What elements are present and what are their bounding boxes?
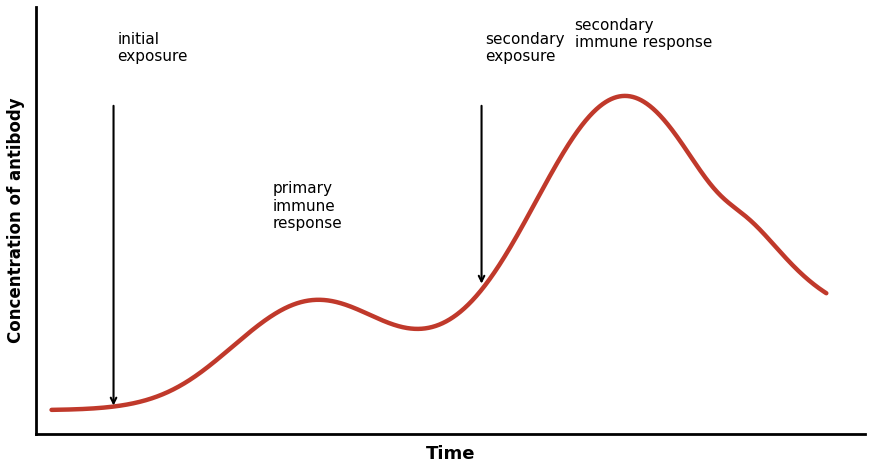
Text: secondary
exposure: secondary exposure [486,32,565,64]
Text: primary
immune
response: primary immune response [272,181,342,231]
Text: initial
exposure: initial exposure [118,32,187,64]
X-axis label: Time: Time [426,445,475,463]
Y-axis label: Concentration of antibody: Concentration of antibody [7,98,25,343]
Text: secondary
immune response: secondary immune response [575,17,712,50]
